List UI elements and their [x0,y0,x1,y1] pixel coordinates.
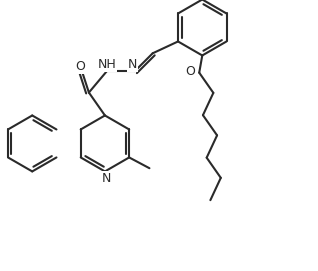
Text: N: N [128,58,137,71]
Text: NH: NH [98,58,116,71]
Text: N: N [102,172,111,185]
Text: O: O [185,64,195,78]
Text: O: O [75,60,85,73]
